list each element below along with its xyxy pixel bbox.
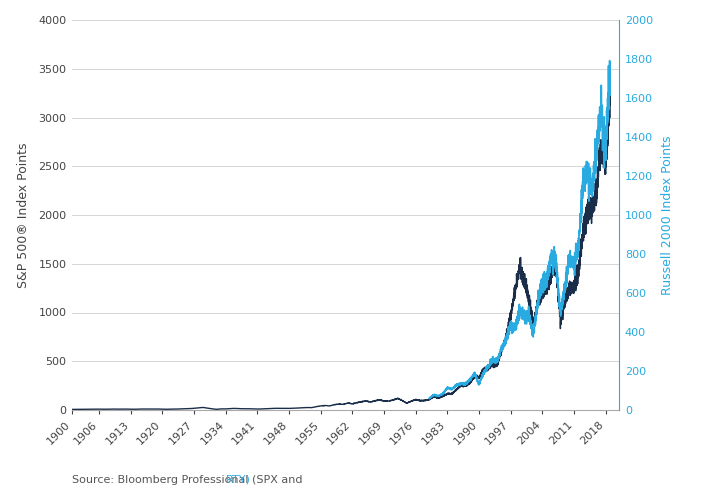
Y-axis label: S&P 500® Index Points: S&P 500® Index Points xyxy=(17,142,30,288)
Text: RTY): RTY) xyxy=(225,475,251,485)
Text: Source: Bloomberg Professional (SPX and: Source: Bloomberg Professional (SPX and xyxy=(72,475,306,485)
Y-axis label: Russell 2000 Index Points: Russell 2000 Index Points xyxy=(661,135,674,294)
